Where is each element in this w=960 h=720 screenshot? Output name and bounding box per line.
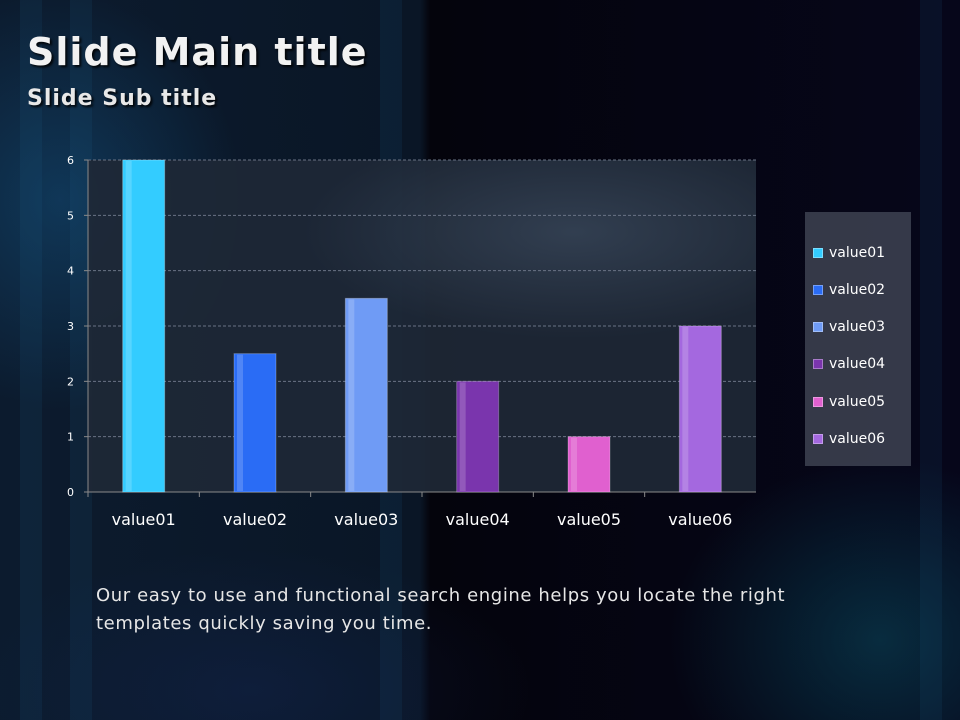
legend-swatch [813,285,823,295]
bar-value06 [678,325,722,493]
legend-label: value03 [829,319,886,335]
y-tick-label: 2 [67,375,74,388]
bar-highlight [348,299,355,491]
y-tick-label: 4 [67,265,74,278]
legend-swatch [813,322,823,332]
legend-label: value01 [829,245,886,261]
legend-swatch [813,248,823,258]
bar-value05 [567,436,611,493]
slide-title: Slide Main title [27,30,368,74]
body-text: Our easy to use and functional search en… [96,585,786,634]
bar-value03 [344,297,388,493]
legend-swatch [813,397,823,407]
legend-label: value04 [829,356,886,372]
legend-item: value01 [813,243,885,263]
background-stripe [20,0,42,720]
legend-item: value04 [813,354,885,374]
y-tick-label: 6 [67,154,74,167]
x-tick-label: value04 [446,510,510,529]
legend-label: value02 [829,282,886,298]
bar-value04 [456,380,500,493]
bar-highlight [125,161,132,491]
legend-item: value06 [813,429,885,449]
bar-highlight [682,327,689,491]
legend-item: value03 [813,317,885,337]
slide-subtitle: Slide Sub title [27,86,218,111]
legend-label: value05 [829,394,886,410]
x-tick-label: value06 [668,510,732,529]
chart-legend: value01 value02 value03 value04 value05 value… [805,212,911,466]
legend-item: value02 [813,280,885,300]
y-tick-label: 1 [67,431,74,444]
background-stripe [70,0,92,720]
y-tick-label: 3 [67,320,74,333]
legend-item: value05 [813,392,885,412]
x-tick-label: value05 [557,510,621,529]
bar-value01 [122,159,166,493]
y-tick-label: 5 [67,209,74,222]
background-stripe [920,0,942,720]
y-tick-label: 0 [67,486,74,499]
x-tick-label: value03 [334,510,398,529]
bar-highlight [237,354,243,491]
legend-swatch [813,434,823,444]
bar-highlight [459,382,466,491]
x-tick-label: value02 [223,510,287,529]
legend-label: value06 [829,431,886,447]
x-tick-label: value01 [112,510,176,529]
bar-value02 [233,353,277,493]
legend-swatch [813,359,823,369]
bar-highlight [571,437,577,491]
